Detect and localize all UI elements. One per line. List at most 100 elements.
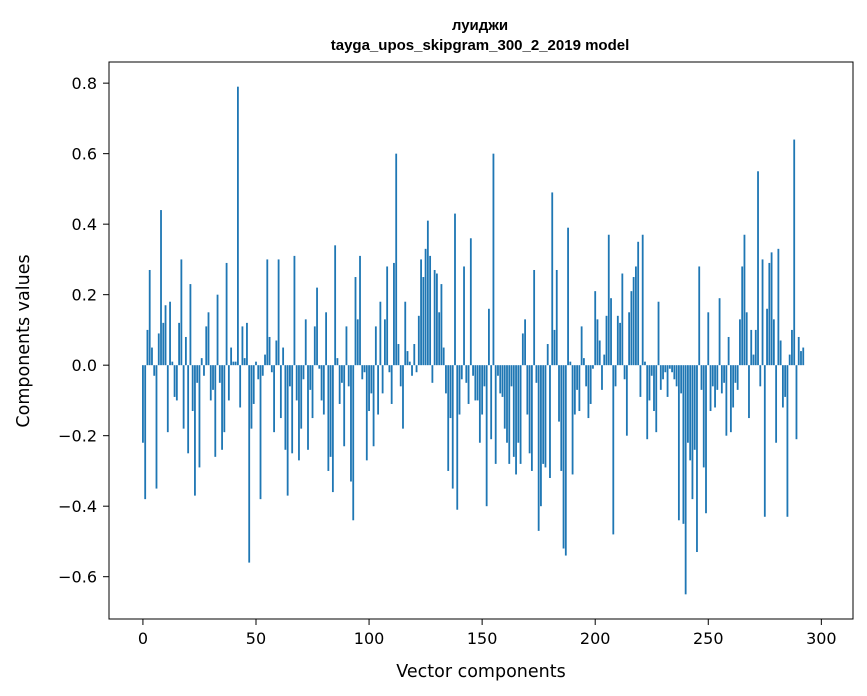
bar-179 bbox=[546, 344, 549, 366]
bar-126 bbox=[426, 220, 429, 366]
bar-53 bbox=[261, 365, 264, 376]
bar-17 bbox=[180, 259, 183, 366]
bar-43 bbox=[239, 365, 242, 408]
bar-184 bbox=[558, 365, 560, 422]
bar-147 bbox=[474, 365, 477, 401]
bar-246 bbox=[698, 266, 701, 366]
bar-109 bbox=[388, 365, 391, 373]
bar-165 bbox=[515, 365, 517, 475]
bar-256 bbox=[720, 365, 723, 394]
bar-94 bbox=[354, 277, 357, 366]
bar-119 bbox=[411, 365, 413, 376]
bar-86 bbox=[336, 358, 339, 366]
bar-265 bbox=[741, 266, 744, 366]
bar-248 bbox=[702, 365, 705, 468]
bar-258 bbox=[725, 365, 728, 436]
bar-120 bbox=[413, 344, 416, 366]
bar-158 bbox=[499, 365, 502, 394]
plot-frame bbox=[108, 61, 854, 620]
bar-117 bbox=[406, 351, 409, 366]
y-axis-label: Components values bbox=[14, 254, 34, 427]
bar-66 bbox=[291, 365, 294, 454]
bar-99 bbox=[365, 365, 368, 461]
bar-231 bbox=[664, 365, 667, 373]
bar-196 bbox=[585, 365, 588, 387]
bar-30 bbox=[209, 365, 212, 401]
bar-80 bbox=[322, 365, 325, 415]
bar-260 bbox=[729, 365, 732, 433]
bar-91 bbox=[347, 365, 350, 387]
bar-100 bbox=[368, 365, 370, 412]
bar-129 bbox=[433, 269, 436, 366]
bar-56 bbox=[268, 336, 271, 366]
bar-145 bbox=[469, 238, 472, 366]
bar-1 bbox=[144, 365, 147, 500]
bar-203 bbox=[601, 365, 603, 390]
bar-55 bbox=[266, 259, 269, 366]
x-tick-label: 200 bbox=[580, 629, 611, 648]
bar-236 bbox=[675, 365, 678, 387]
bar-69 bbox=[298, 365, 300, 461]
bar-279 bbox=[772, 319, 775, 366]
bar-24 bbox=[196, 365, 199, 383]
bar-242 bbox=[689, 365, 692, 461]
bar-26 bbox=[200, 358, 203, 366]
bar-255 bbox=[718, 298, 721, 366]
bar-72 bbox=[304, 319, 307, 366]
bar-48 bbox=[250, 365, 253, 429]
bar-7 bbox=[157, 333, 160, 366]
bar-182 bbox=[553, 329, 556, 366]
bar-181 bbox=[551, 192, 554, 366]
bar-164 bbox=[512, 365, 515, 457]
bar-63 bbox=[284, 365, 287, 450]
bar-261 bbox=[732, 365, 735, 408]
bar-127 bbox=[429, 255, 432, 366]
bar-101 bbox=[370, 365, 373, 394]
bar-280 bbox=[775, 365, 778, 443]
bar-283 bbox=[781, 365, 784, 408]
bar-221 bbox=[641, 234, 644, 366]
bar-209 bbox=[614, 365, 617, 387]
bar-223 bbox=[646, 365, 649, 440]
bar-238 bbox=[680, 365, 683, 394]
bar-232 bbox=[666, 365, 669, 397]
bar-44 bbox=[241, 326, 244, 366]
bar-31 bbox=[212, 365, 214, 390]
bar-286 bbox=[788, 354, 791, 366]
bar-240 bbox=[684, 365, 687, 595]
bar-51 bbox=[257, 365, 260, 380]
bar-151 bbox=[483, 365, 486, 387]
bar-195 bbox=[582, 358, 585, 366]
bar-152 bbox=[485, 365, 488, 507]
bar-133 bbox=[442, 347, 445, 366]
bar-267 bbox=[745, 312, 748, 366]
bar-35 bbox=[221, 365, 223, 450]
bar-174 bbox=[535, 365, 538, 383]
bar-193 bbox=[578, 365, 581, 412]
bar-21 bbox=[189, 284, 192, 366]
bar-139 bbox=[456, 365, 459, 510]
bar-2 bbox=[146, 329, 149, 366]
bar-125 bbox=[424, 248, 427, 366]
bar-49 bbox=[252, 365, 255, 404]
bar-103 bbox=[374, 326, 377, 366]
bar-123 bbox=[420, 259, 422, 366]
bar-28 bbox=[205, 326, 208, 366]
bar-159 bbox=[501, 365, 504, 397]
bar-93 bbox=[352, 365, 355, 521]
bar-278 bbox=[770, 252, 773, 366]
bar-274 bbox=[761, 259, 764, 366]
x-tick-label: 100 bbox=[354, 629, 385, 648]
bar-25 bbox=[198, 365, 201, 468]
bar-186 bbox=[562, 365, 565, 549]
bar-171 bbox=[528, 365, 531, 454]
bar-201 bbox=[596, 319, 599, 366]
bar-173 bbox=[533, 269, 536, 366]
bar-87 bbox=[338, 365, 341, 404]
bar-135 bbox=[447, 365, 450, 471]
bar-83 bbox=[329, 365, 332, 457]
bar-58 bbox=[273, 365, 275, 433]
bar-27 bbox=[203, 365, 205, 376]
bar-8 bbox=[160, 210, 162, 366]
bar-228 bbox=[657, 301, 660, 366]
